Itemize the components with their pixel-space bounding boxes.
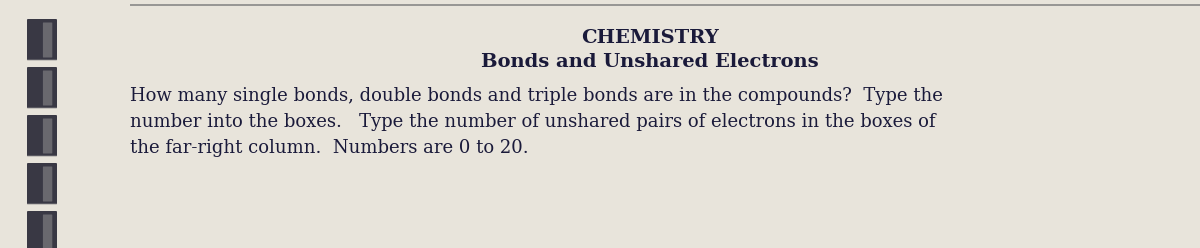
FancyBboxPatch shape	[28, 211, 58, 248]
FancyBboxPatch shape	[43, 166, 53, 201]
FancyBboxPatch shape	[28, 19, 58, 61]
Text: Bonds and Unshared Electrons: Bonds and Unshared Electrons	[481, 53, 818, 71]
FancyBboxPatch shape	[28, 67, 58, 109]
FancyBboxPatch shape	[43, 23, 53, 58]
Text: number into the boxes.   Type the number of unshared pairs of electrons in the b: number into the boxes. Type the number o…	[130, 113, 936, 131]
Text: the far-right column.  Numbers are 0 to 20.: the far-right column. Numbers are 0 to 2…	[130, 139, 529, 157]
Text: CHEMISTRY: CHEMISTRY	[581, 29, 719, 47]
FancyBboxPatch shape	[28, 163, 58, 205]
FancyBboxPatch shape	[43, 215, 53, 248]
Text: How many single bonds, double bonds and triple bonds are in the compounds?  Type: How many single bonds, double bonds and …	[130, 87, 943, 105]
FancyBboxPatch shape	[43, 119, 53, 154]
FancyBboxPatch shape	[43, 70, 53, 105]
FancyBboxPatch shape	[28, 115, 58, 157]
